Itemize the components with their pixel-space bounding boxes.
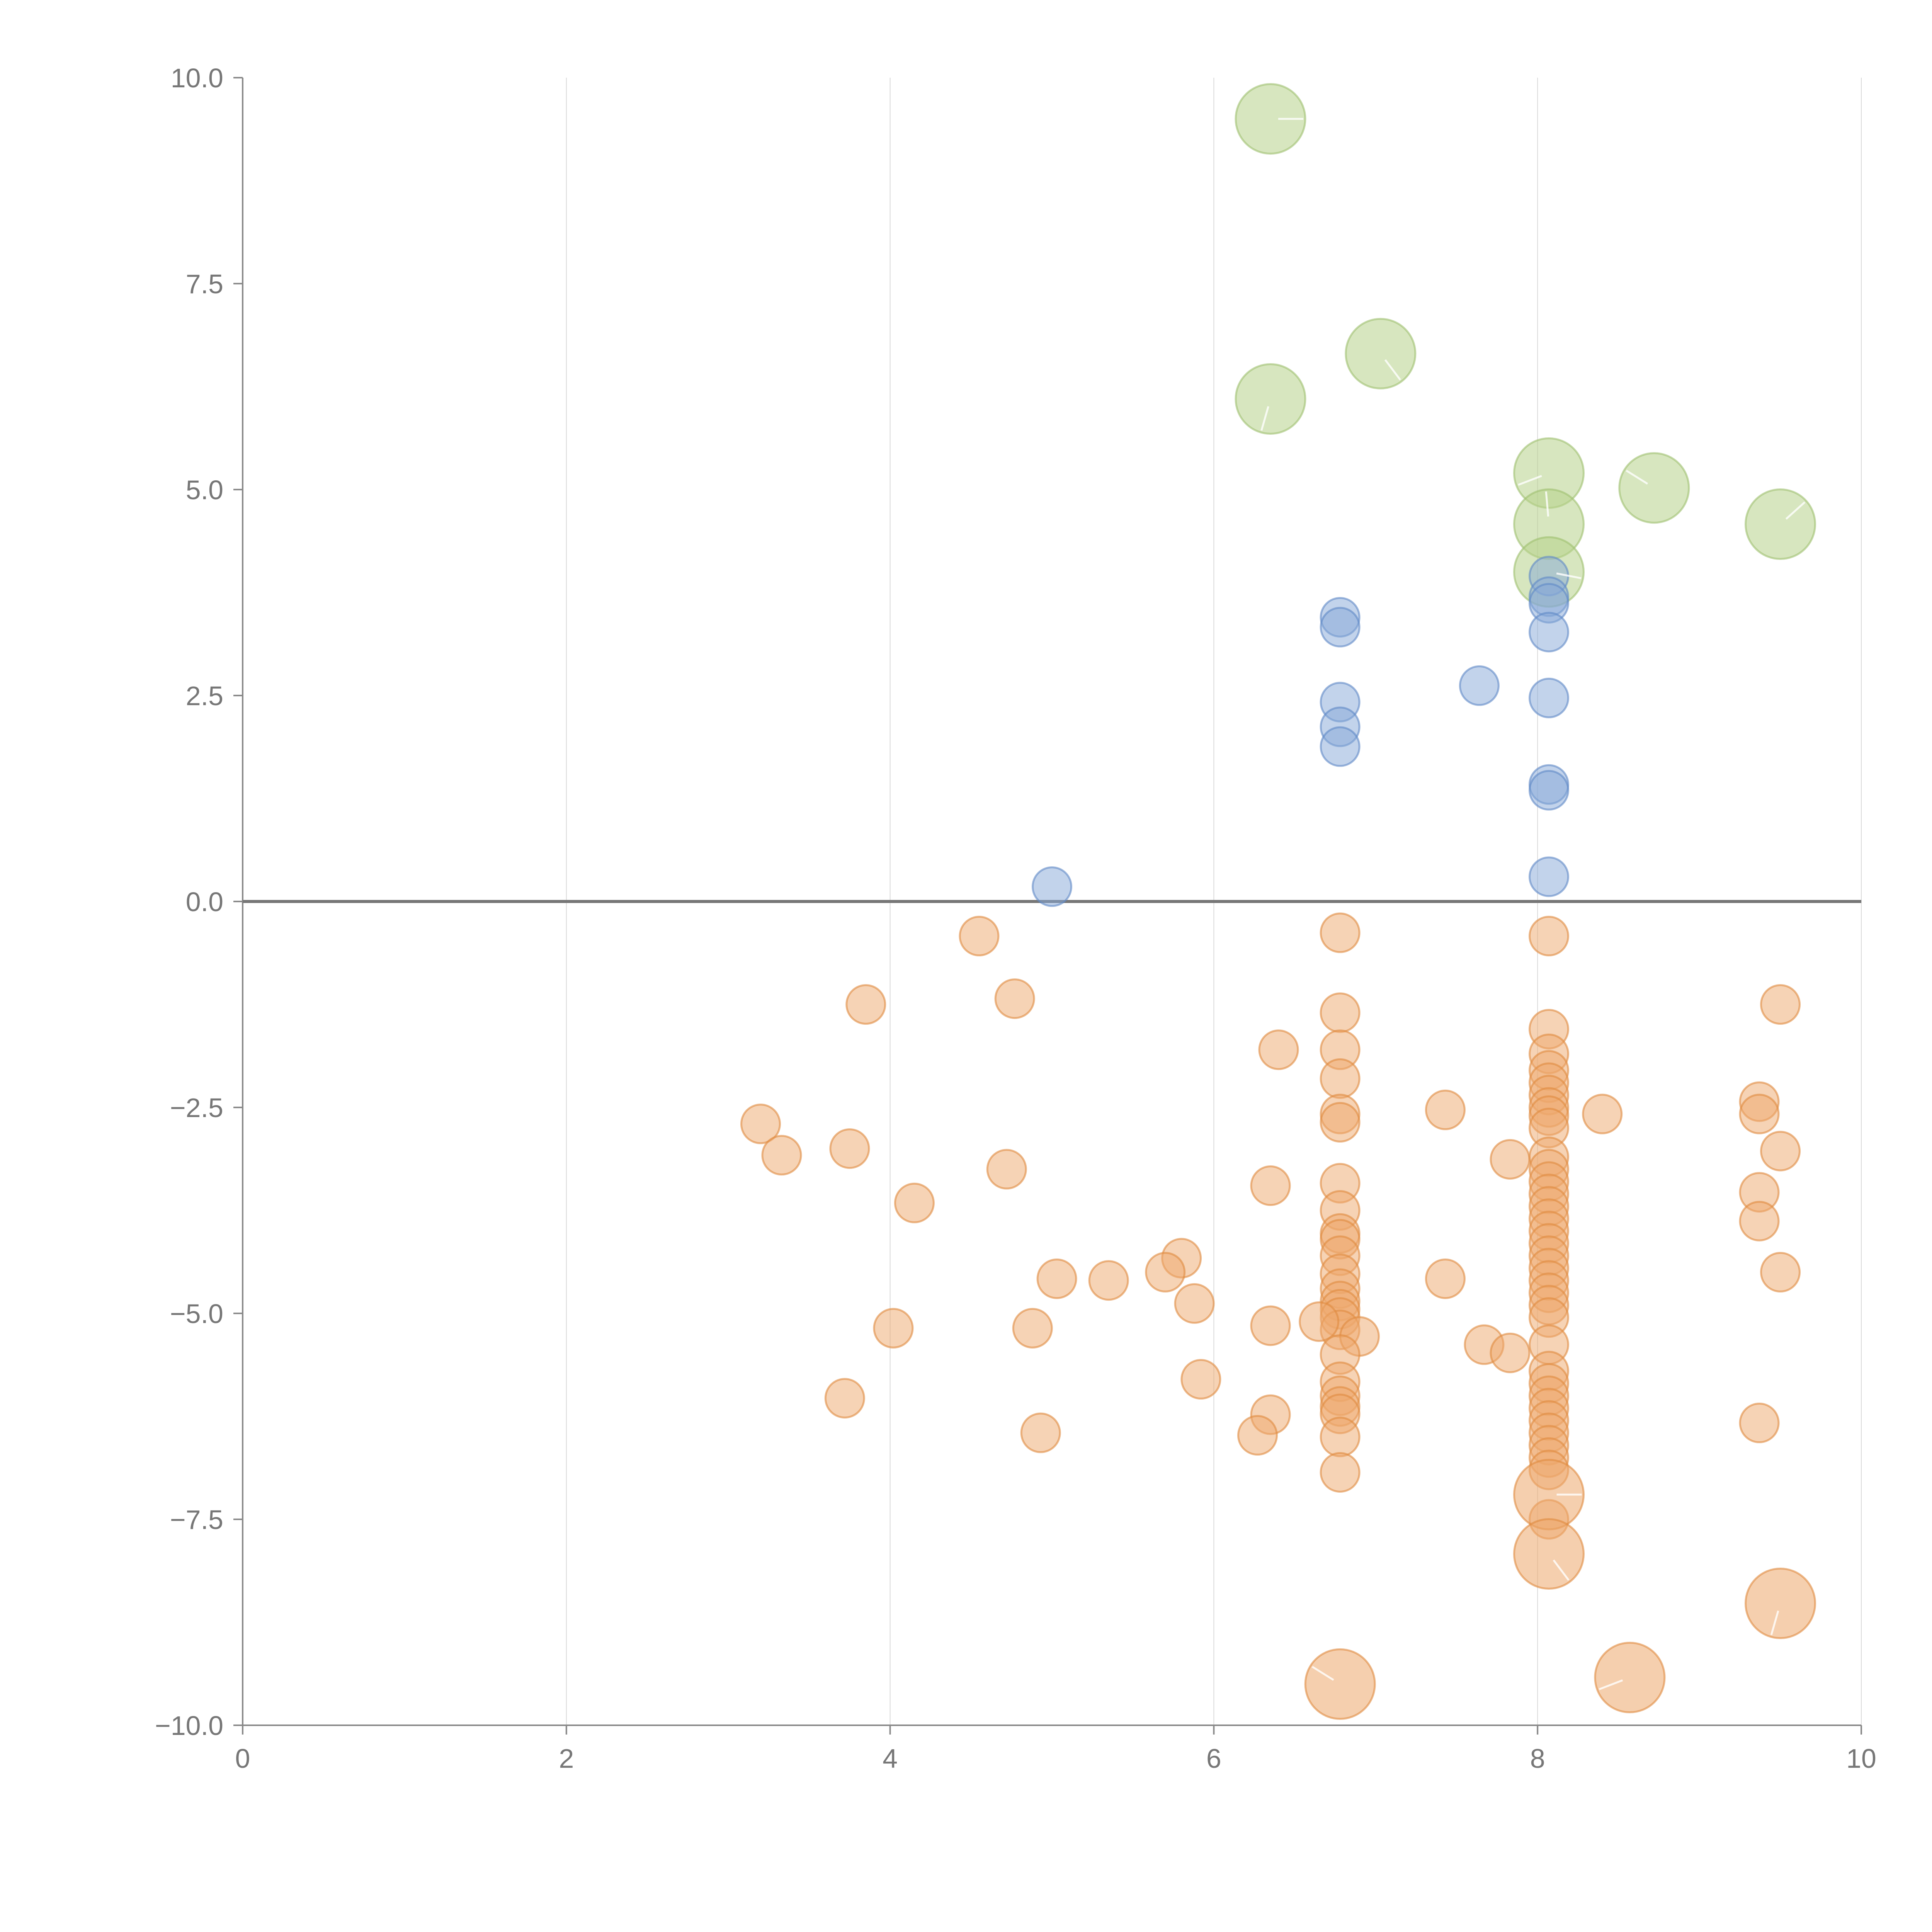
- y-tick-label: 5.0: [186, 475, 223, 505]
- point-orange: [761, 1135, 802, 1176]
- x-tick-label: 6: [1206, 1743, 1221, 1774]
- label-leader-line: [1518, 475, 1542, 486]
- point-orange: [1320, 1417, 1361, 1458]
- point-orange: [740, 1104, 781, 1145]
- y-tick-label: −5.0: [170, 1299, 223, 1329]
- label-leader-line: [1553, 1560, 1570, 1581]
- point-orange: [1250, 1305, 1291, 1346]
- point-orange: [1036, 1258, 1077, 1299]
- point-orange: [1739, 1403, 1780, 1444]
- x-tick-label: 4: [883, 1743, 898, 1774]
- point-orange: [1582, 1094, 1623, 1134]
- point-orange: [1760, 1252, 1801, 1293]
- point-green: [1745, 488, 1816, 560]
- point-blue: [1320, 726, 1361, 767]
- point-orange-large: [1513, 1518, 1585, 1590]
- point-orange: [1012, 1308, 1053, 1349]
- y-tick-label: −10.0: [155, 1711, 223, 1741]
- point-green: [1235, 83, 1306, 155]
- point-orange: [829, 1128, 870, 1169]
- point-orange: [1320, 1058, 1361, 1099]
- label-leader-line: [1599, 1679, 1623, 1690]
- label-leader-line: [1260, 406, 1269, 431]
- point-orange: [1320, 1452, 1361, 1493]
- point-orange: [1490, 1139, 1531, 1180]
- point-blue: [1529, 677, 1570, 718]
- point-orange: [1739, 1094, 1780, 1134]
- point-orange-large: [1745, 1567, 1816, 1639]
- point-orange: [894, 1182, 935, 1223]
- point-orange: [1088, 1260, 1129, 1301]
- point-orange: [1425, 1258, 1466, 1299]
- point-orange: [1299, 1301, 1340, 1342]
- data-points: [740, 83, 1816, 1720]
- label-leader-line: [1785, 501, 1806, 520]
- point-orange: [994, 978, 1035, 1019]
- y-tick-label: 10.0: [171, 63, 223, 93]
- point-orange: [1320, 1102, 1361, 1143]
- point-orange: [1174, 1283, 1215, 1324]
- point-orange: [1250, 1165, 1291, 1206]
- point-blue: [1529, 856, 1570, 897]
- x-tick-label: 10: [1846, 1743, 1876, 1774]
- x-tick-label: 2: [559, 1743, 574, 1774]
- label-leader-line: [1384, 359, 1401, 381]
- y-tick-label: −7.5: [170, 1505, 223, 1535]
- point-orange: [1760, 1131, 1801, 1172]
- point-blue: [1459, 665, 1500, 706]
- axes: 0 2 4 6 8 10 10.0 7.5 5.0 2.5 0.0 −2.5 −5.0 −7.5 −10.0: [155, 63, 1876, 1774]
- point-blue: [1032, 866, 1072, 907]
- point-label-lines: [1260, 118, 1806, 1690]
- point-green: [1235, 363, 1306, 435]
- y-tick-label: 2.5: [186, 681, 223, 711]
- point-orange: [873, 1308, 914, 1349]
- point-blue: [1529, 612, 1570, 653]
- point-blue: [1529, 770, 1570, 811]
- label-leader-line: [1311, 1666, 1334, 1681]
- point-orange: [845, 984, 886, 1025]
- label-leader-line: [1545, 491, 1549, 517]
- label-leader-line: [1626, 469, 1648, 485]
- point-orange: [959, 916, 1000, 957]
- point-orange: [1425, 1089, 1466, 1130]
- x-tick-label: 8: [1530, 1743, 1545, 1774]
- point-green: [1345, 318, 1417, 389]
- point-orange: [1020, 1412, 1061, 1453]
- point-orange: [1320, 992, 1361, 1033]
- y-tick-label: 7.5: [186, 269, 223, 299]
- point-orange: [1529, 916, 1570, 957]
- label-leader-line: [1556, 572, 1582, 579]
- point-orange: [1760, 984, 1801, 1025]
- y-tick-label: −2.5: [170, 1093, 223, 1123]
- y-tick-label: 0.0: [186, 887, 223, 917]
- point-orange: [1180, 1359, 1221, 1400]
- point-blue: [1320, 607, 1361, 648]
- point-orange: [1739, 1201, 1780, 1242]
- point-orange: [824, 1378, 865, 1419]
- label-leader-line: [1770, 1611, 1779, 1635]
- point-orange: [986, 1149, 1027, 1190]
- point-orange: [1237, 1415, 1278, 1456]
- point-orange-large: [1304, 1648, 1376, 1720]
- point-green: [1618, 452, 1690, 524]
- point-orange: [1320, 912, 1361, 953]
- point-orange: [1490, 1332, 1531, 1373]
- point-orange: [1145, 1252, 1186, 1293]
- x-tick-label: 0: [235, 1743, 250, 1774]
- point-orange-large: [1594, 1641, 1666, 1713]
- point-orange: [1258, 1029, 1299, 1070]
